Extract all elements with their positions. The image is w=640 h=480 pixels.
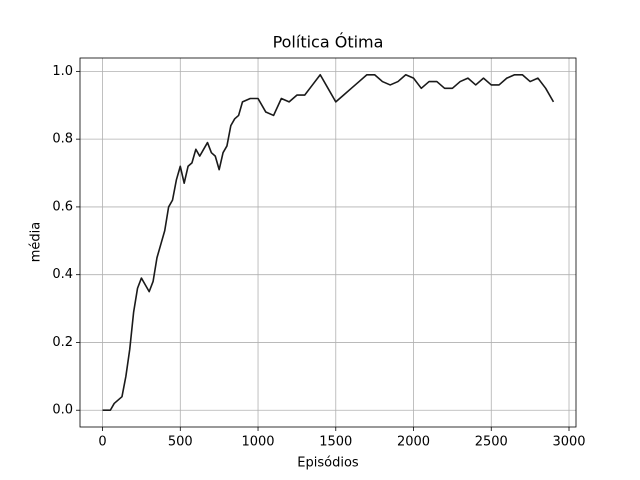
x-tick-label: 500 xyxy=(168,435,193,450)
y-tick-label: 0.2 xyxy=(52,335,73,350)
x-tick-label: 2500 xyxy=(475,435,508,450)
line-series xyxy=(102,73,555,412)
y-tick-label: 0.8 xyxy=(52,132,73,147)
y-tick-label: 0.0 xyxy=(52,403,73,418)
x-tick-label: 1500 xyxy=(319,435,352,450)
x-axis-label: Episódios xyxy=(297,456,359,471)
x-tick-label: 2000 xyxy=(397,435,430,450)
y-tick-label: 0.4 xyxy=(52,267,73,282)
y-tick-label: 1.0 xyxy=(52,64,73,79)
x-tick-label: 3000 xyxy=(552,435,585,450)
y-tick-label: 0.6 xyxy=(52,199,73,214)
x-tick-label: 0 xyxy=(98,435,106,450)
chart-title: Política Ótima xyxy=(273,33,384,52)
y-axis-label: média xyxy=(29,222,44,263)
x-tick-label: 1000 xyxy=(241,435,274,450)
plot-frame xyxy=(79,57,577,428)
